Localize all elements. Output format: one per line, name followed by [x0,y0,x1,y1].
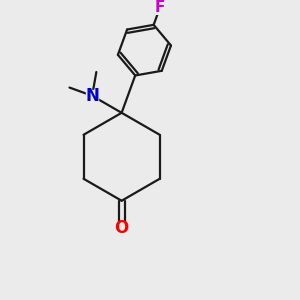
Bar [86,90,98,101]
Bar [116,222,127,233]
Text: F: F [155,0,165,15]
Text: N: N [85,87,99,105]
Bar [154,2,165,13]
Text: O: O [115,219,129,237]
